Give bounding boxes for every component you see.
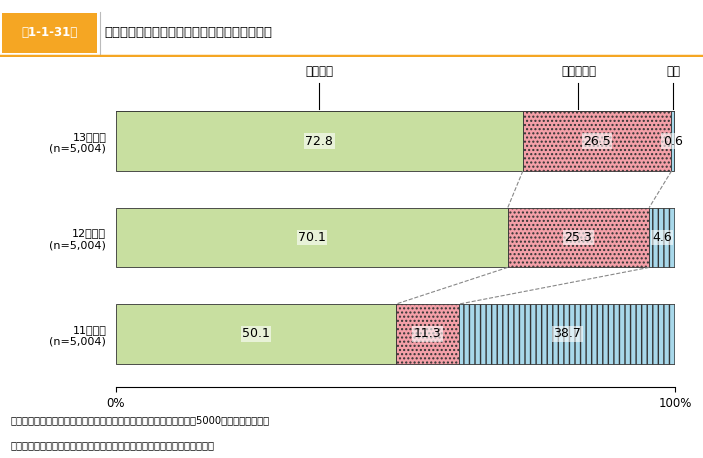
Text: 72.8: 72.8	[306, 135, 333, 147]
Text: 休業・廃業: 休業・廃業	[561, 65, 596, 78]
Text: （注）　ここでいう東北３県とは、岩手県、宮城県、福島県のことをいう。: （注） ここでいう東北３県とは、岩手県、宮城県、福島県のことをいう。	[11, 440, 214, 450]
Text: 資料：（株）帝国データバンク「東北３県・沿岸部「被害甚大地域」5000社の再追跡調査」: 資料：（株）帝国データバンク「東北３県・沿岸部「被害甚大地域」5000社の再追跡…	[11, 416, 270, 425]
Bar	[396, 304, 459, 364]
Bar	[649, 207, 675, 267]
Bar	[671, 111, 674, 171]
Text: 11.3: 11.3	[414, 327, 441, 340]
Text: 事業再開: 事業再開	[305, 65, 333, 78]
Text: 38.7: 38.7	[553, 327, 581, 340]
Bar	[116, 111, 523, 171]
Text: 26.5: 26.5	[583, 135, 611, 147]
Text: 4.6: 4.6	[652, 231, 672, 244]
Text: 不明: 不明	[666, 65, 681, 78]
Bar	[508, 207, 649, 267]
Bar	[116, 304, 396, 364]
Bar	[523, 111, 671, 171]
Bar	[116, 207, 508, 267]
Text: 50.1: 50.1	[242, 327, 270, 340]
Text: 25.3: 25.3	[565, 231, 593, 244]
Text: 70.1: 70.1	[298, 231, 325, 244]
Bar	[2, 13, 97, 54]
Bar	[459, 304, 676, 364]
Text: 0.6: 0.6	[663, 135, 683, 147]
Text: 東北３県の被害甚大地域の事業再開状況の推移: 東北３県の被害甚大地域の事業再開状況の推移	[104, 26, 272, 39]
Text: 第1-1-31図: 第1-1-31図	[21, 26, 78, 39]
